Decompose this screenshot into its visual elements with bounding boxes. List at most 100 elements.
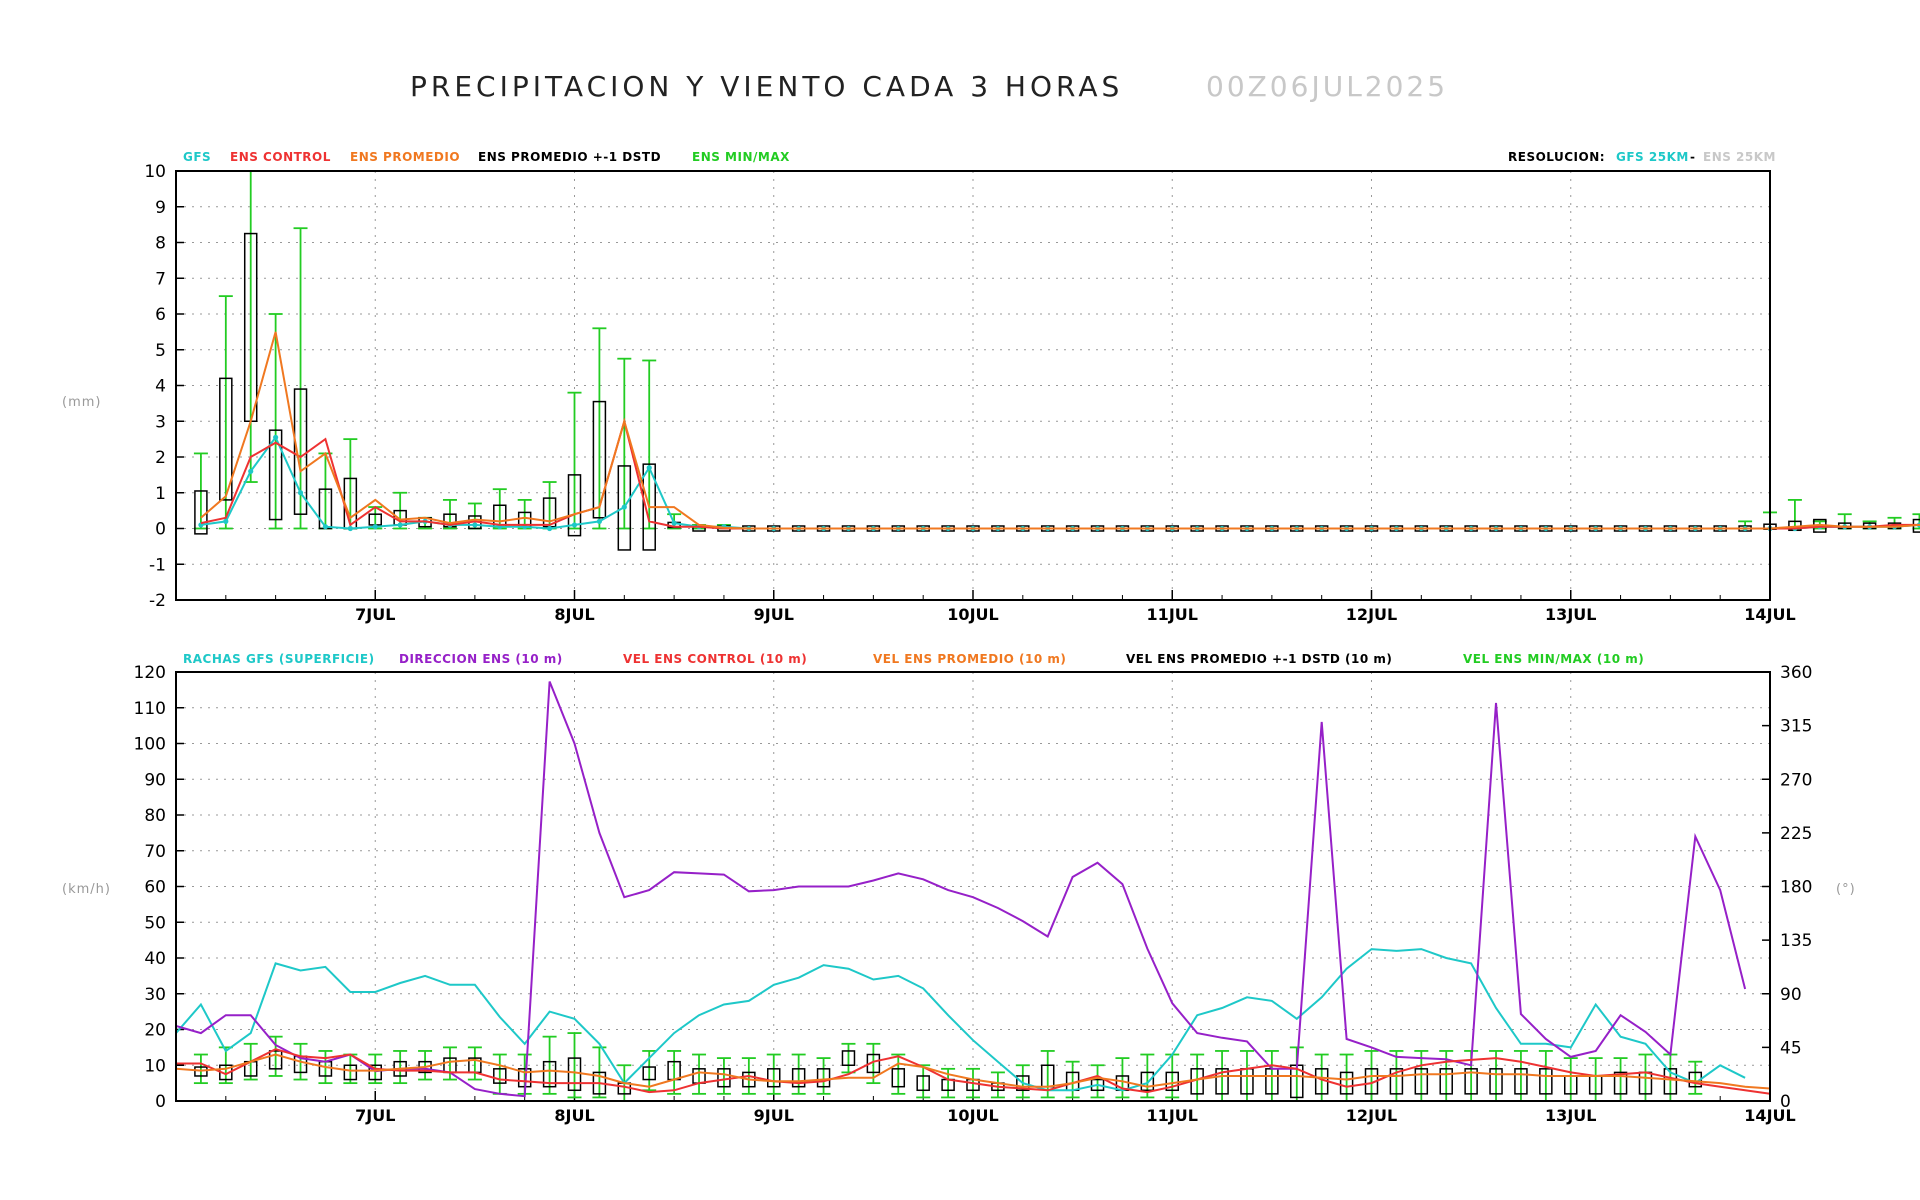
wind-xtick-label: 14JUL (1744, 1106, 1795, 1125)
precip-ytick-label: 3 (155, 412, 166, 432)
wind-std-box (866, 1053, 881, 1074)
wind-ytick-label: 10 (144, 1056, 166, 1076)
precip-gfs-point (273, 434, 279, 440)
precip-gfs-point (671, 520, 677, 526)
wind-std-box (1414, 1068, 1429, 1095)
top-ylabel: (mm) (62, 395, 101, 410)
precip-ytick-label: 5 (155, 341, 166, 361)
wind-ytick-right-label: 90 (1780, 985, 1802, 1005)
wind-std-box (493, 1068, 507, 1084)
wind-ytick-right-label: 180 (1780, 878, 1812, 898)
precip-xtick-label: 8JUL (554, 605, 594, 624)
legend-rachas-gfs: RACHAS GFS (SUPERFICIE) (183, 652, 375, 666)
precip-ytick-label: 7 (155, 269, 166, 289)
precip-ytick-label: 6 (155, 305, 166, 325)
legend-resolution-dash: - (1690, 150, 1695, 164)
wind-std-box (1663, 1068, 1678, 1095)
wind-ytick-label: 0 (155, 1092, 166, 1112)
legend-direccion-ens: DIRECCION ENS (10 m) (399, 652, 563, 666)
precip-gfs-point (297, 490, 304, 496)
wind-std-box (841, 1050, 856, 1066)
precip-xtick-label: 11JUL (1147, 605, 1198, 624)
wind-ytick-label: 20 (144, 1021, 166, 1041)
precip-std-box (567, 474, 582, 537)
precip-gfs-point (546, 525, 553, 532)
wind-ytick-label: 80 (144, 806, 166, 826)
precip-std-box (268, 429, 283, 521)
wind-std-box (1215, 1068, 1229, 1095)
wind-xtick-label: 7JUL (355, 1106, 395, 1125)
wind-xtick-label: 9JUL (754, 1106, 794, 1125)
wind-std-box (1339, 1071, 1354, 1095)
legend-ens-minmax: ENS MIN/MAX (692, 150, 790, 164)
wind-xtick-label: 13JUL (1545, 1106, 1596, 1125)
wind-line-vel-control (176, 1048, 1771, 1095)
wind-std-box (1464, 1068, 1478, 1095)
legend-vel-std: VEL ENS PROMEDIO +-1 DSTD (10 m) (1126, 652, 1392, 666)
precip-ytick-label: 1 (155, 484, 166, 504)
wind-std-box (1140, 1071, 1155, 1092)
wind-ytick-label: 30 (144, 985, 166, 1005)
wind-std-box (542, 1060, 557, 1088)
wind-ytick-label: 50 (144, 913, 166, 933)
legend-vel-control: VEL ENS CONTROL (10 m) (623, 652, 807, 666)
wind-ytick-label: 90 (144, 770, 166, 790)
wind-ytick-right-label: 270 (1780, 770, 1812, 790)
precip-ytick-label: -2 (149, 591, 166, 611)
precip-gfs-point (322, 524, 329, 530)
wind-xtick-label: 12JUL (1346, 1106, 1397, 1125)
precip-gfs-point (372, 524, 378, 530)
wind-ytick-right-label: 225 (1780, 824, 1812, 844)
precip-xtick-label: 10JUL (947, 605, 998, 624)
precip-ytick-label: 9 (155, 198, 166, 218)
wind-plot-frame (175, 671, 1771, 1102)
precip-std-box (219, 377, 233, 501)
wind-ytick-label: 40 (144, 949, 166, 969)
legend-gfs-resolution: GFS 25KM (1616, 150, 1689, 164)
chart-title: PRECIPITACION Y VIENTO CADA 3 HORAS (410, 70, 1123, 103)
wind-line-vel-promedio (175, 1053, 1771, 1090)
precip-std-box (592, 400, 607, 519)
legend-ens-resolution: ENS 25KM (1703, 150, 1776, 164)
precip-xtick-label: 12JUL (1346, 605, 1397, 624)
precip-ytick-label: -1 (149, 555, 166, 575)
precip-ytick-label: 8 (155, 234, 166, 254)
precip-gfs-point (646, 465, 652, 471)
precip-gfs-point (347, 525, 353, 532)
wind-std-box (642, 1066, 656, 1081)
wind-line-rachas-gfs (175, 948, 1746, 1092)
wind-std-box (1489, 1068, 1503, 1095)
wind-ytick-label: 110 (134, 699, 166, 719)
wind-std-box (343, 1064, 358, 1081)
precip-ytick-label: 4 (155, 377, 166, 397)
precipitation-plot: -2 -1 0 1 2 3 4 5 6 7 8 9 10 7JUL 8JUL 9JUL 10JUL 11JUL 12… (144, 162, 1920, 624)
precip-std-box (617, 465, 632, 551)
wind-std-box (1439, 1068, 1453, 1095)
wind-ytick-label: 100 (134, 735, 166, 755)
wind-ytick-right-label: 45 (1780, 1038, 1802, 1058)
precip-gfs-point (223, 518, 229, 524)
wind-std-box (816, 1068, 831, 1088)
precip-ytick-label: 2 (155, 448, 166, 468)
wind-std-box (1539, 1068, 1553, 1095)
wind-xtick-label: 10JUL (947, 1106, 998, 1125)
legend-ens-promedio: ENS PROMEDIO (350, 150, 460, 164)
wind-std-box (268, 1050, 283, 1070)
precip-gfs-point (596, 518, 603, 524)
precip-gfs-point (571, 522, 578, 528)
precip-line-gfs (200, 435, 1920, 530)
precip-line-ens-control (200, 417, 1920, 530)
legend-gfs: GFS (183, 150, 211, 164)
precip-xtick-label: 7JUL (355, 605, 395, 624)
wind-std-box (194, 1066, 208, 1077)
wind-std-box (1514, 1068, 1528, 1095)
precip-xtick-label: 9JUL (754, 605, 794, 624)
wind-ytick-label: 120 (134, 663, 166, 683)
wind-xtick-label: 11JUL (1147, 1106, 1198, 1125)
wind-std-box (1090, 1078, 1105, 1092)
wind-std-box (368, 1064, 382, 1081)
wind-ytick-right-label: 135 (1780, 931, 1812, 951)
precip-ytick-label: 10 (144, 162, 166, 182)
precip-gfs-point (621, 504, 627, 510)
